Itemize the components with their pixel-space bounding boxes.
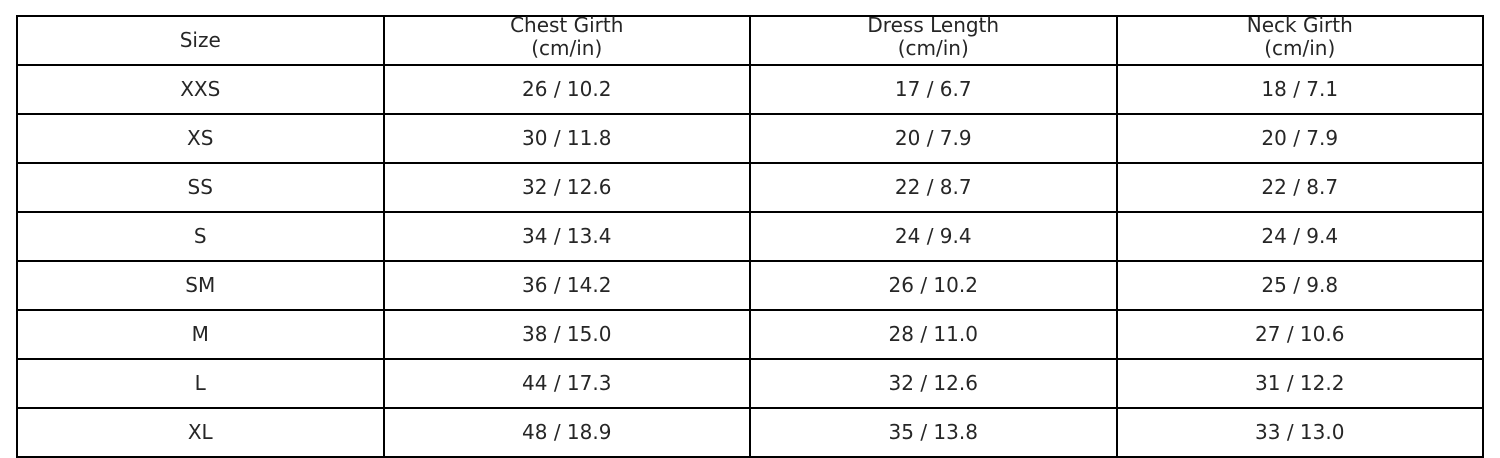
size-chart-table: Size Chest Girth (cm/in) Dress Length (cm/in… (16, 12, 1484, 458)
column-header-unit: (cm/in) (531, 35, 603, 60)
measurement-cell: 26 / 10.2 (749, 260, 1118, 311)
column-header-label: Size (179, 28, 221, 52)
measurement-cell: 18 / 7.1 (1115, 64, 1484, 115)
size-cell: XXS (16, 64, 385, 115)
column-header: Dress Length (cm/in) (749, 12, 1118, 66)
measurement-cell: 17 / 6.7 (749, 64, 1118, 115)
column-header-unit: (cm/in) (897, 35, 969, 60)
column-header-unit: (cm/in) (1264, 35, 1336, 60)
table-row: SS 32 / 12.6 22 / 8.7 22 / 8.7 (16, 162, 1484, 213)
measurement-cell: 26 / 10.2 (382, 64, 751, 115)
measurement-cell: 44 / 17.3 (382, 358, 751, 409)
column-header: Size (16, 15, 385, 66)
measurement-cell: 35 / 13.8 (749, 407, 1118, 458)
measurement-cell: 27 / 10.6 (1115, 309, 1484, 360)
measurement-cell: 28 / 11.0 (749, 309, 1118, 360)
size-cell: L (16, 358, 385, 409)
size-cell: S (16, 211, 385, 262)
table-row: SM 36 / 14.2 26 / 10.2 25 / 9.8 (16, 260, 1484, 311)
size-cell: XS (16, 113, 385, 164)
measurement-cell: 20 / 7.9 (1115, 113, 1484, 164)
measurement-cell: 22 / 8.7 (1115, 162, 1484, 213)
table-row: XS 30 / 11.8 20 / 7.9 20 / 7.9 (16, 113, 1484, 164)
column-header: Neck Girth (cm/in) (1115, 12, 1484, 66)
measurement-cell: 32 / 12.6 (749, 358, 1118, 409)
measurement-cell: 48 / 18.9 (382, 407, 751, 458)
column-header-label: Neck Girth (1246, 12, 1353, 37)
measurement-cell: 31 / 12.2 (1115, 358, 1484, 409)
size-cell: M (16, 309, 385, 360)
measurement-cell: 20 / 7.9 (749, 113, 1118, 164)
measurement-cell: 24 / 9.4 (1115, 211, 1484, 262)
column-header-label: Chest Girth (510, 12, 624, 37)
table-row: L 44 / 17.3 32 / 12.6 31 / 12.2 (16, 358, 1484, 409)
column-header: Chest Girth (cm/in) (382, 12, 751, 66)
column-header-label: Dress Length (867, 12, 1000, 37)
header-row: Size Chest Girth (cm/in) Dress Length (cm/in… (16, 12, 1484, 66)
size-cell: SS (16, 162, 385, 213)
size-cell: SM (16, 260, 385, 311)
table-row: XXS 26 / 10.2 17 / 6.7 18 / 7.1 (16, 64, 1484, 115)
measurement-cell: 34 / 13.4 (382, 211, 751, 262)
measurement-cell: 36 / 14.2 (382, 260, 751, 311)
measurement-cell: 38 / 15.0 (382, 309, 751, 360)
measurement-cell: 22 / 8.7 (749, 162, 1118, 213)
table-row: S 34 / 13.4 24 / 9.4 24 / 9.4 (16, 211, 1484, 262)
measurement-cell: 30 / 11.8 (382, 113, 751, 164)
measurement-cell: 24 / 9.4 (749, 211, 1118, 262)
table-row: M 38 / 15.0 28 / 11.0 27 / 10.6 (16, 309, 1484, 360)
measurement-cell: 32 / 12.6 (382, 162, 751, 213)
table-row: XL 48 / 18.9 35 / 13.8 33 / 13.0 (16, 407, 1484, 458)
size-cell: XL (16, 407, 385, 458)
measurement-cell: 25 / 9.8 (1115, 260, 1484, 311)
measurement-cell: 33 / 13.0 (1115, 407, 1484, 458)
